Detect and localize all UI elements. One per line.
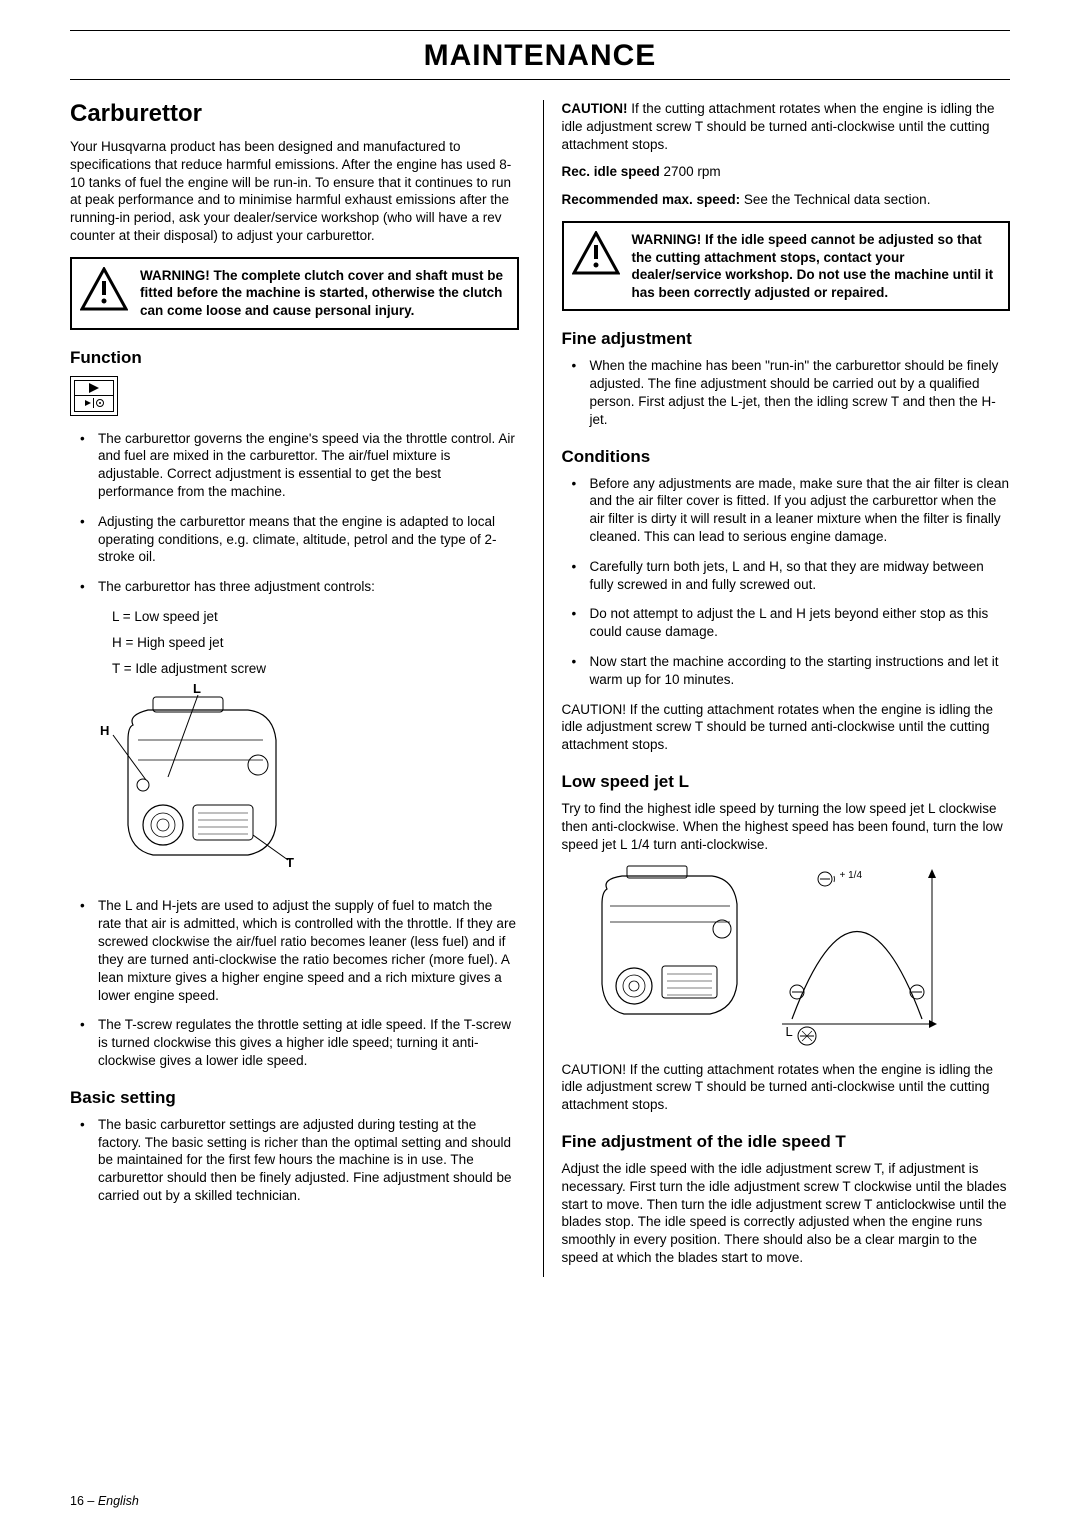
engine-diagram: H L T xyxy=(98,685,298,885)
function-item: The L and H-jets are used to adjust the … xyxy=(70,897,519,1004)
page-number: 16 xyxy=(70,1494,84,1508)
carburettor-heading: Carburettor xyxy=(70,100,519,128)
rec-max-speed: Recommended max. speed: See the Technica… xyxy=(562,191,1011,209)
caution-text: CAUTION! If the cutting attachment rotat… xyxy=(562,100,1011,153)
function-sublist: L = Low speed jet H = High speed jet T =… xyxy=(70,608,519,677)
basic-setting-list: The basic carburettor settings are adjus… xyxy=(70,1116,519,1205)
function-heading: Function xyxy=(70,348,519,368)
warning-box-clutch: WARNING! The complete clutch cover and s… xyxy=(70,257,519,330)
rec-idle-speed: Rec. idle speed 2700 rpm xyxy=(562,163,1011,181)
function-icon xyxy=(70,376,118,416)
function-subitem: L = Low speed jet xyxy=(70,608,519,626)
fine-t-heading: Fine adjustment of the idle speed T xyxy=(562,1132,1011,1152)
diagram-label-quarter: + 1/4 xyxy=(840,870,863,881)
function-item: The T-screw regulates the throttle setti… xyxy=(70,1016,519,1069)
conditions-item: Now start the machine according to the s… xyxy=(562,653,1011,689)
carburettor-intro: Your Husqvarna product has been designed… xyxy=(70,138,519,245)
warning-text: WARNING! If the idle speed cannot be adj… xyxy=(632,231,999,301)
diagram-label-H: H xyxy=(100,723,109,738)
low-speed-text: Try to find the highest idle speed by tu… xyxy=(562,800,1011,853)
fine-adjustment-item: When the machine has been "run-in" the c… xyxy=(562,357,1011,428)
function-list: The carburettor governs the engine's spe… xyxy=(70,430,519,597)
rec-idle-value: 2700 rpm xyxy=(660,164,721,179)
function-subitem: H = High speed jet xyxy=(70,634,519,652)
basic-setting-heading: Basic setting xyxy=(70,1088,519,1108)
function-item: Adjusting the carburettor means that the… xyxy=(70,513,519,566)
header-rule-bottom xyxy=(70,79,1010,80)
left-column: Carburettor Your Husqvarna product has b… xyxy=(70,100,519,1277)
low-speed-caution: CAUTION! If the cutting attachment rotat… xyxy=(562,1061,1011,1114)
right-column: CAUTION! If the cutting attachment rotat… xyxy=(543,100,1011,1277)
rec-max-value: See the Technical data section. xyxy=(740,192,930,207)
fine-adjustment-heading: Fine adjustment xyxy=(562,329,1011,349)
conditions-item: Carefully turn both jets, L and H, so th… xyxy=(562,558,1011,594)
fine-adjustment-list: When the machine has been "run-in" the c… xyxy=(562,357,1011,428)
diagram-label-L: L xyxy=(193,681,201,696)
function-item: The carburettor has three adjustment con… xyxy=(70,578,519,596)
header-rule xyxy=(70,30,1010,31)
conditions-list: Before any adjustments are made, make su… xyxy=(562,475,1011,689)
footer-sep: – xyxy=(84,1494,98,1508)
rec-max-label: Recommended max. speed: xyxy=(562,192,741,207)
basic-setting-item: The basic carburettor settings are adjus… xyxy=(70,1116,519,1205)
rec-idle-label: Rec. idle speed xyxy=(562,164,660,179)
warning-triangle-icon xyxy=(80,267,128,311)
diagram-label-T: T xyxy=(286,855,294,870)
low-speed-heading: Low speed jet L xyxy=(562,772,1011,792)
footer-lang: English xyxy=(98,1494,139,1508)
low-speed-diagram: L + 1/4 xyxy=(582,864,942,1049)
warning-triangle-icon xyxy=(572,231,620,275)
function-list-2: The L and H-jets are used to adjust the … xyxy=(70,897,519,1069)
function-item: The carburettor governs the engine's spe… xyxy=(70,430,519,501)
function-subitem: T = Idle adjustment screw xyxy=(70,660,519,678)
page-title: MAINTENANCE xyxy=(70,39,1010,73)
page-footer: 16 – English xyxy=(70,1494,139,1508)
conditions-item: Do not attempt to adjust the L and H jet… xyxy=(562,605,1011,641)
warning-box-idle: WARNING! If the idle speed cannot be adj… xyxy=(562,221,1011,311)
conditions-caution: CAUTION! If the cutting attachment rotat… xyxy=(562,701,1011,754)
conditions-heading: Conditions xyxy=(562,447,1011,467)
warning-text: WARNING! The complete clutch cover and s… xyxy=(140,267,507,320)
conditions-item: Before any adjustments are made, make su… xyxy=(562,475,1011,546)
fine-t-text: Adjust the idle speed with the idle adju… xyxy=(562,1160,1011,1267)
content-columns: Carburettor Your Husqvarna product has b… xyxy=(70,100,1010,1277)
diagram-label-L: L xyxy=(786,1024,793,1039)
